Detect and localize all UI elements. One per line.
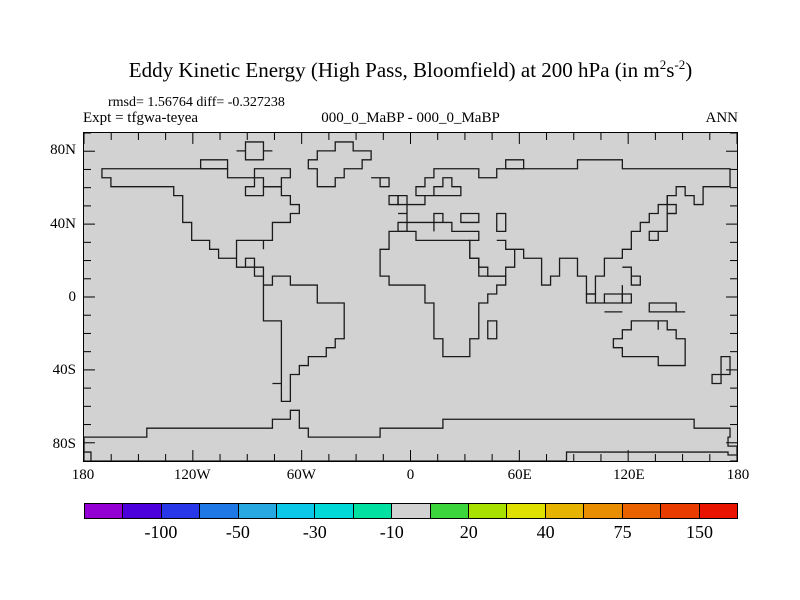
lat-label-80N: 80N: [50, 142, 76, 159]
lon-label-0-0: 0: [406, 467, 415, 483]
coastline-madagascar: [488, 321, 497, 339]
map-plot-area: [83, 132, 738, 462]
colorbar-segment-11: [506, 504, 545, 518]
coastline-greenland: [308, 142, 371, 187]
lon-label-60E-60: 60E: [507, 467, 532, 483]
coastline-australia: [613, 321, 685, 366]
coastline-new_zealand_south: [712, 375, 721, 384]
coastline-new_zealand_north: [721, 357, 730, 375]
colorbar-segment-3: [199, 504, 238, 518]
colorbar-label-150: 150: [686, 522, 714, 542]
lat-label-40N: 40N: [50, 215, 76, 232]
colorbar-segment-15: [660, 504, 699, 518]
comparison-label: 000_0_MaBP - 000_0_MaBP: [321, 110, 500, 126]
coastline-sumatra: [586, 294, 604, 303]
lat-label-0: 0: [68, 289, 77, 305]
colorbar-segment-1: [122, 504, 161, 518]
coastline-victoria: [201, 160, 228, 169]
coastline-baffin: [254, 169, 290, 187]
colorbar-label-75: 75: [613, 522, 632, 542]
colorbar-label--30: -30: [302, 522, 327, 542]
coastline-africa: [380, 231, 506, 356]
season-label: ANN: [705, 110, 739, 126]
chart-title-close: ): [685, 58, 693, 82]
colorbar-segment-10: [468, 504, 507, 518]
header-row: 000_0_MaBP - 000_0_MaBP Expt = tfgwa-tey…: [83, 110, 738, 127]
lat-label-40S: 40S: [52, 362, 76, 379]
coastline-antarctica: [84, 410, 737, 461]
chart-title-text: Eddy Kinetic Energy (High Pass, Bloomfie…: [128, 58, 660, 82]
rmsd-diff-stats: rmsd= 1.56764 diff= -0.327238: [108, 95, 285, 110]
colorbar-segment-13: [583, 504, 622, 518]
coastline-ireland: [389, 196, 398, 205]
colorbar-segment-12: [544, 504, 584, 518]
colorbar-segment-14: [621, 504, 661, 518]
experiment-label: Expt = tfgwa-teyea: [83, 110, 199, 126]
coastline-novaya_zemlya: [506, 160, 524, 169]
coastline-and-ticks-svg: [84, 133, 737, 461]
coastline-new_guinea: [649, 303, 685, 312]
lon-label-180--180: 180: [71, 467, 95, 483]
colorbar-segment-8: [391, 504, 430, 518]
chart-title-s: s: [666, 58, 675, 82]
coastline-ellesmere: [237, 142, 273, 160]
colorbar-segment-9: [429, 504, 469, 518]
coastline-black_sea: [461, 214, 479, 223]
coastline-caspian_sea: [497, 214, 506, 232]
lon-label-180-180: 180: [726, 467, 750, 483]
colorbar-segment-0: [85, 504, 123, 518]
coastline-eurasia: [398, 160, 730, 294]
coastline-sulawesi: [622, 294, 631, 303]
lon-label-120E-120: 120E: [612, 467, 645, 483]
lat-label-80S: 80S: [52, 435, 76, 452]
colorbar-label--10: -10: [379, 522, 404, 542]
colorbar-label--50: -50: [225, 522, 250, 542]
colorbar-segment-2: [160, 504, 200, 518]
coastline-americas: [102, 169, 344, 402]
colorbar: [84, 503, 738, 519]
colorbar-label--100: -100: [144, 522, 178, 542]
lon-label-60W--60: 60W: [286, 467, 316, 483]
colorbar-segment-16: [698, 504, 737, 518]
coastline-philippines: [622, 267, 640, 285]
coastline-japan: [649, 214, 676, 241]
chart-title: Eddy Kinetic Energy (High Pass, Bloomfie…: [83, 57, 738, 83]
coastline-borneo: [604, 285, 622, 303]
colorbar-segment-7: [352, 504, 392, 518]
colorbar-label-20: 20: [459, 522, 478, 542]
colorbar-segment-5: [276, 504, 315, 518]
coastline-britain: [398, 196, 407, 205]
coastline-iceland: [371, 178, 389, 187]
lon-label-120W--120: 120W: [173, 467, 211, 483]
chart-title-sup-neg2: -2: [674, 57, 686, 72]
coastline-sakhalin: [667, 196, 676, 214]
colorbar-label-40: 40: [536, 522, 555, 542]
chart-title-sup-2: 2: [659, 57, 667, 72]
colorbar-segment-4: [237, 504, 277, 518]
colorbar-segment-6: [314, 504, 353, 518]
